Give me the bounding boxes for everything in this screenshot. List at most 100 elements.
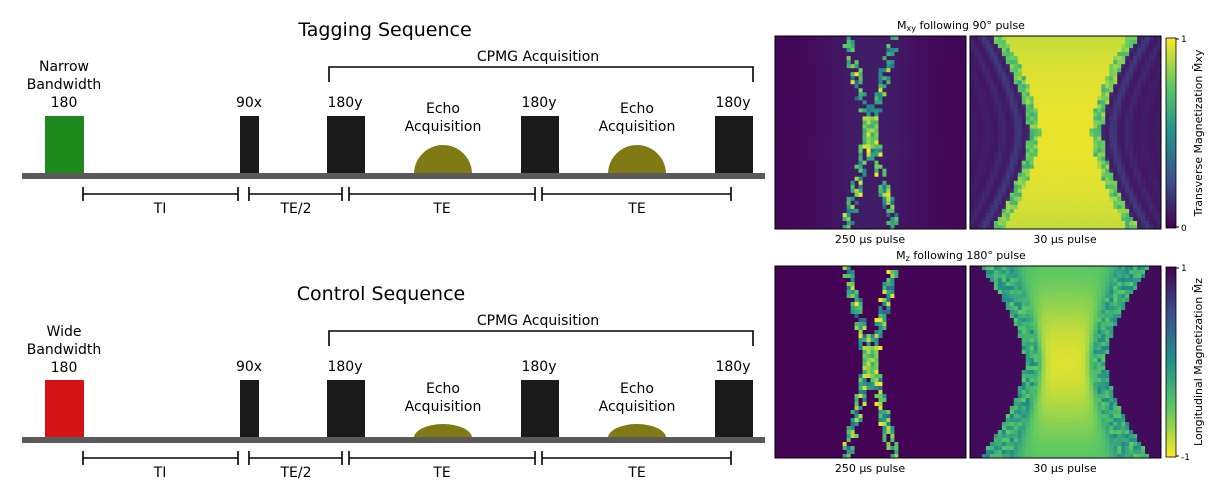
heatmap-cell xyxy=(1149,216,1154,222)
heatmap-cell xyxy=(1141,156,1146,161)
heatmap-cell xyxy=(886,100,891,105)
heatmap-cell xyxy=(830,290,836,295)
heatmap-cell xyxy=(1049,224,1054,230)
heatmap-cell xyxy=(846,216,851,222)
heatmap-cell xyxy=(950,56,955,61)
heatmap-cell xyxy=(810,140,816,145)
heatmap-cell xyxy=(826,48,832,53)
heatmap-cell xyxy=(850,108,855,113)
heatmap-cell xyxy=(1049,160,1054,166)
heatmap-cell xyxy=(1085,88,1090,93)
heatmap-cell xyxy=(1141,172,1146,178)
heatmap-cell xyxy=(918,40,923,45)
heatmap-cell xyxy=(1017,84,1023,89)
heatmap-cell xyxy=(910,266,915,271)
heatmap-cell xyxy=(1157,68,1162,73)
heatmap-cell xyxy=(1125,116,1130,121)
heatmap-cell xyxy=(1117,136,1122,141)
heatmap-cell xyxy=(914,48,919,53)
heatmap-cell xyxy=(1109,68,1114,73)
heatmap-cell xyxy=(1133,92,1138,97)
heatmap-cell xyxy=(1021,192,1027,198)
heatmap-cell xyxy=(954,204,959,210)
heatmap-cell xyxy=(1141,168,1146,174)
heatmap-cell xyxy=(1121,176,1126,182)
heatmap-cell xyxy=(870,220,875,226)
heatmap-cell xyxy=(1005,212,1011,218)
heatmap-cell xyxy=(997,40,1003,45)
heatmap-cell xyxy=(1049,176,1054,182)
heatmap-cell xyxy=(1033,52,1038,57)
heatmap-cell xyxy=(858,286,863,291)
heatmap-cell xyxy=(846,100,851,105)
heatmap-cell xyxy=(989,76,995,81)
heatmap-cell xyxy=(1153,56,1158,61)
heatmap-cell xyxy=(862,168,867,174)
heatmap-cell xyxy=(985,120,991,125)
heatmap-cell xyxy=(1025,148,1031,153)
heatmap-cell xyxy=(1081,204,1086,210)
heatmap-cell xyxy=(962,196,967,202)
heatmap-cell xyxy=(1101,80,1106,85)
heatmap-cell xyxy=(997,152,1003,157)
heatmap-cell xyxy=(778,188,784,194)
heatmap-cell xyxy=(798,204,804,210)
heatmap-cell xyxy=(786,76,792,81)
heatmap-cell xyxy=(1025,144,1031,149)
heatmap-cell xyxy=(806,124,812,129)
heatmap-cell xyxy=(806,112,812,117)
heatmap-cell xyxy=(958,108,963,113)
heatmap-cell xyxy=(842,184,847,190)
echo-signal xyxy=(414,145,472,174)
heatmap-cell xyxy=(890,160,895,166)
heatmap-cell xyxy=(806,208,812,214)
heatmap-cell xyxy=(1093,180,1098,186)
heatmap-cell xyxy=(786,270,792,275)
heatmap-cell xyxy=(1005,52,1011,57)
heatmap-cell xyxy=(1113,132,1118,137)
heatmap-cell xyxy=(958,212,963,218)
heatmap-cell xyxy=(910,208,915,214)
heatmap-cell xyxy=(862,128,867,133)
heatmap-cell xyxy=(850,266,855,271)
heatmap-cell xyxy=(1137,208,1142,214)
heatmap-cell xyxy=(1033,212,1038,218)
heatmap-cell xyxy=(1117,112,1122,117)
heatmap-cell xyxy=(838,278,843,283)
heatmap-cell xyxy=(866,152,871,157)
heatmap-cell xyxy=(1109,188,1114,194)
heatmap-cell xyxy=(954,152,959,157)
heatmap-cell xyxy=(786,274,792,279)
heatmap-cell xyxy=(1145,148,1150,153)
heatmap-cell xyxy=(1153,92,1158,97)
heatmap-cell xyxy=(894,124,899,129)
heatmap-cell xyxy=(938,192,943,198)
heatmap-cell xyxy=(838,88,843,93)
heatmap-cell xyxy=(902,208,907,214)
heatmap-cell xyxy=(778,64,784,69)
heatmap-cell xyxy=(1029,100,1035,105)
heatmap-cell xyxy=(1045,168,1050,174)
heatmap-cell xyxy=(1081,40,1086,45)
heatmap-cell xyxy=(1085,164,1090,170)
heatmap-cell xyxy=(950,36,955,41)
heatmap-cell xyxy=(1033,40,1038,45)
heatmap-cell xyxy=(1005,44,1011,49)
heatmap-cell xyxy=(985,136,991,141)
heatmap-cell xyxy=(902,196,907,202)
heatmap-cell xyxy=(775,132,780,137)
heatmap-cell xyxy=(922,68,927,73)
heatmap-cell xyxy=(950,72,955,77)
heatmap-cell xyxy=(814,156,820,161)
heatmap-cell xyxy=(858,64,863,69)
heatmap-cell xyxy=(989,192,995,198)
heatmap-cell xyxy=(1045,208,1050,214)
heatmap-cell xyxy=(1045,40,1050,45)
heatmap-cell xyxy=(1001,152,1007,157)
heatmap-cell xyxy=(878,290,883,295)
heatmap-cell xyxy=(1089,104,1094,109)
heatmap-cell xyxy=(1029,152,1035,157)
heatmap-cell xyxy=(826,36,832,41)
heatmap-cell xyxy=(918,64,923,69)
heatmap-cell xyxy=(1057,204,1062,210)
